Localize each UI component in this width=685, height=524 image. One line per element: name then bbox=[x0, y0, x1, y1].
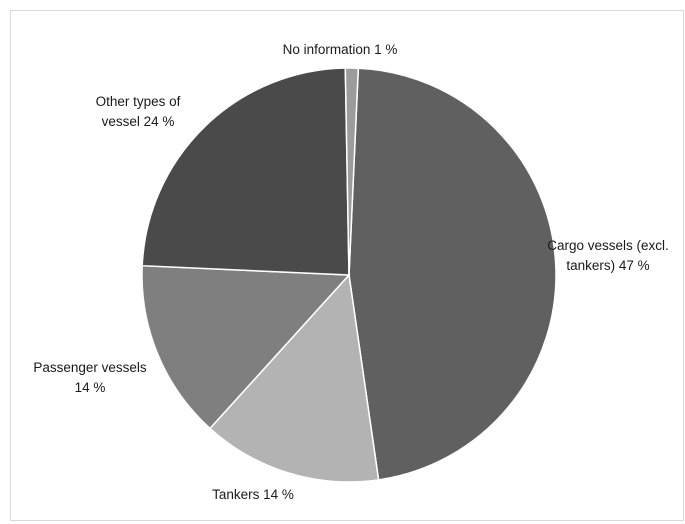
slice-passenger-vessels bbox=[141, 264, 351, 430]
label-passenger-vessels: Passenger vessels 14 % bbox=[33, 360, 147, 395]
label-tankers: Tankers 14 % bbox=[212, 487, 294, 502]
pie-labels: Cargo vessels (excl. tankers) 47 % Tankers… bbox=[33, 42, 668, 502]
slice-cargo-vessels bbox=[348, 67, 557, 481]
slice-no-information bbox=[344, 67, 360, 276]
label-no-information: No information 1 % bbox=[283, 42, 398, 57]
slice-other-vessels bbox=[141, 67, 350, 276]
label-cargo-vessels: Cargo vessels (excl. tankers) 47 % bbox=[547, 238, 669, 273]
pie-slices bbox=[141, 67, 557, 483]
label-other-vessels: Other types of vessel 24 % bbox=[96, 94, 181, 129]
slice-tankers bbox=[208, 273, 380, 483]
